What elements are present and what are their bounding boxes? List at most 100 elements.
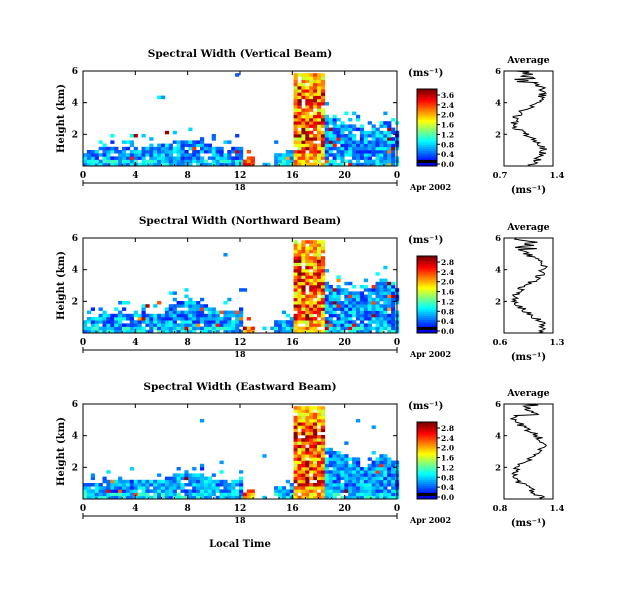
- heatmap-cell: [301, 415, 306, 420]
- heatmap-cell: [188, 323, 193, 327]
- heatmap-cell: [200, 492, 205, 497]
- heatmap-cell: [305, 329, 310, 334]
- heatmap-cell: [293, 460, 298, 465]
- heatmap-cell: [129, 134, 134, 138]
- heatmap-cell: [375, 463, 380, 468]
- heatmap-cell: [320, 73, 326, 77]
- heatmap-cell: [274, 323, 279, 327]
- x-tick-label: 12: [234, 504, 247, 514]
- heatmap-cell: [297, 262, 302, 267]
- heatmap-cell: [344, 476, 349, 481]
- colorbar-tick-label: 2.8: [441, 424, 454, 433]
- colorbar-segment: [417, 445, 437, 448]
- heatmap-cell: [320, 329, 326, 334]
- heatmap-cell: [188, 153, 193, 157]
- heatmap-cell: [297, 92, 302, 96]
- heatmap-cell: [359, 329, 365, 334]
- average-x-title: (ms⁻¹): [511, 352, 546, 363]
- heatmap-cell: [356, 460, 361, 465]
- heatmap-cell: [305, 479, 310, 484]
- heatmap-cell: [332, 143, 337, 148]
- heatmap-cell: [270, 326, 275, 331]
- heatmap-cell: [367, 162, 372, 167]
- heatmap-cell: [133, 310, 138, 315]
- heatmap-cell: [161, 483, 166, 487]
- heatmap-cell: [227, 323, 232, 327]
- colorbar-segment: [417, 435, 437, 438]
- heatmap-cell: [383, 265, 388, 270]
- heatmap-cell: [188, 127, 193, 132]
- colorbar-frame: [416, 421, 438, 500]
- heatmap-cell: [196, 320, 201, 324]
- heatmap-cell: [340, 288, 345, 292]
- heatmap-cell: [320, 249, 326, 254]
- heatmap-cell: [172, 146, 177, 151]
- heatmap-cell: [219, 162, 224, 167]
- heatmap-cell: [301, 463, 306, 468]
- heatmap-cell: [317, 291, 322, 295]
- heatmap-cell: [313, 470, 318, 474]
- heatmap-cell: [301, 285, 306, 289]
- heatmap-cell: [83, 483, 88, 487]
- y-axis-title: Height (km): [56, 84, 67, 153]
- heatmap-cell: [336, 301, 341, 305]
- heatmap-cell: [317, 118, 322, 122]
- heatmap-cell: [211, 153, 216, 157]
- heatmap-cell: [301, 150, 306, 154]
- heatmap-cell: [324, 470, 329, 474]
- heatmap-cell: [211, 313, 216, 318]
- heatmap-cell: [141, 329, 146, 334]
- heatmap-cell: [293, 118, 298, 122]
- heatmap-cell: [149, 320, 154, 324]
- heatmap-cell: [297, 130, 302, 135]
- heatmap-cell: [297, 425, 302, 429]
- heatmap-cell: [153, 317, 158, 321]
- heatmap-cell: [184, 320, 189, 324]
- heatmap-cell: [332, 137, 337, 141]
- heatmap-cell: [379, 310, 384, 315]
- heatmap-cell: [332, 304, 337, 308]
- heatmap-cell: [114, 150, 119, 154]
- heatmap-cell: [129, 313, 134, 318]
- heatmap-cell: [320, 156, 326, 160]
- heatmap-cell: [133, 156, 138, 160]
- heatmap-cell: [184, 294, 189, 299]
- heatmap-cell: [207, 320, 212, 324]
- heatmap-cell: [313, 291, 318, 295]
- heatmap-cell: [340, 137, 345, 141]
- heatmap-cell: [176, 143, 181, 148]
- heatmap-cell: [293, 495, 298, 500]
- x-tick-label: 0: [80, 504, 86, 514]
- heatmap-cell: [141, 492, 146, 497]
- heatmap-cell: [141, 495, 146, 500]
- heatmap-cell: [301, 313, 306, 318]
- heatmap-cell: [363, 288, 368, 292]
- heatmap-cell: [324, 326, 329, 331]
- heatmap-cell: [231, 156, 236, 160]
- heatmap-cell: [168, 492, 173, 497]
- heatmap-cell: [383, 162, 388, 167]
- heatmap-cell: [278, 489, 283, 493]
- heatmap-cell: [309, 102, 314, 106]
- heatmap-cell: [293, 441, 298, 445]
- heatmap-cell: [356, 486, 361, 490]
- heatmap-cell: [110, 150, 115, 154]
- heatmap-cell: [340, 463, 345, 468]
- heatmap-cell: [239, 146, 244, 151]
- heatmap-cell: [172, 323, 177, 327]
- heatmap-cell: [207, 146, 212, 151]
- heatmap-cell: [309, 495, 314, 500]
- heatmap-cell: [297, 102, 302, 106]
- heatmap-cell: [387, 495, 392, 500]
- heatmap-cell: [336, 489, 341, 493]
- heatmap-cell: [297, 310, 302, 315]
- heatmap-cell: [176, 301, 181, 305]
- heatmap-cell: [219, 146, 224, 151]
- colorbar-segment: [417, 452, 437, 456]
- heatmap-cell: [231, 483, 236, 487]
- average-x-tick-label: 0.7: [493, 171, 508, 181]
- heatmap-cell: [305, 409, 310, 413]
- heatmap-cell: [383, 143, 388, 148]
- heatmap-cell: [301, 310, 306, 315]
- heatmap-cell: [223, 329, 228, 334]
